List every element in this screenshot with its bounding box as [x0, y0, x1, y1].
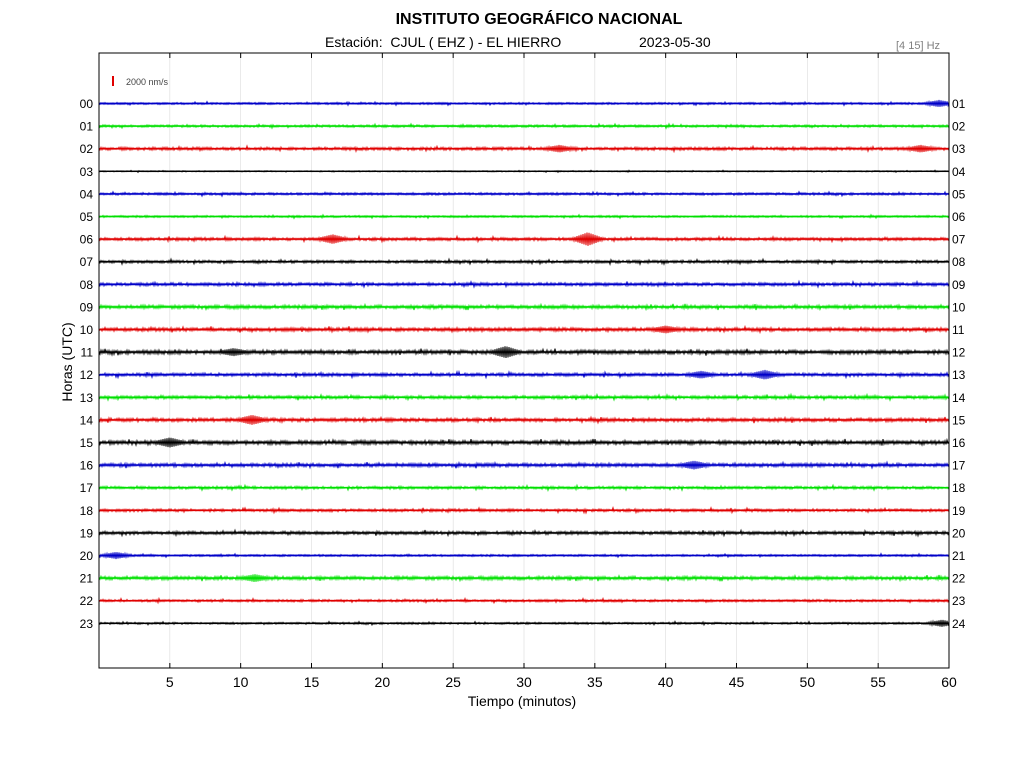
x-tick-label: 55	[870, 674, 886, 690]
hour-label-right: 22	[952, 572, 966, 586]
hour-label-left: 03	[80, 165, 94, 179]
hour-labels: 00 01 01 02 02 03 03 04 04 05 05 06 06 07 07 08 08 09 09 10…	[80, 97, 966, 631]
hour-label-left: 04	[80, 187, 94, 201]
hour-label-left: 06	[80, 233, 94, 247]
hour-label-left: 20	[80, 549, 94, 563]
hour-label-left: 09	[80, 300, 94, 314]
filter-band: [4 15] Hz	[896, 40, 941, 52]
hour-label-left: 12	[80, 368, 94, 382]
hour-label-right: 20	[952, 526, 966, 540]
x-tick-label: 40	[658, 674, 674, 690]
y-axis-label: Horas (UTC)	[59, 322, 75, 401]
scale-bar	[112, 76, 114, 86]
hour-label-right: 23	[952, 594, 966, 608]
x-tick-label: 25	[445, 674, 461, 690]
hour-label-right: 12	[952, 346, 966, 360]
x-tick-label: 20	[375, 674, 391, 690]
traces	[98, 99, 950, 627]
x-tick-label: 45	[729, 674, 745, 690]
x-tick-label: 15	[304, 674, 320, 690]
hour-label-right: 04	[952, 165, 966, 179]
hour-label-right: 05	[952, 187, 966, 201]
hour-label-left: 01	[80, 120, 94, 134]
hour-label-right: 17	[952, 459, 966, 473]
hour-label-right: 08	[952, 255, 966, 269]
hour-label-left: 16	[80, 459, 94, 473]
hour-label-right: 21	[952, 549, 966, 563]
hour-label-left: 18	[80, 504, 94, 518]
hour-label-right: 07	[952, 233, 966, 247]
hour-label-right: 13	[952, 368, 966, 382]
x-tick-label: 30	[516, 674, 532, 690]
trace-hour-11	[98, 346, 950, 359]
x-tick-label: 35	[587, 674, 603, 690]
gridlines	[169, 53, 879, 668]
hour-label-right: 11	[952, 323, 965, 337]
hour-label-left: 17	[80, 481, 94, 495]
hour-label-left: 02	[80, 142, 94, 156]
hour-label-right: 24	[952, 617, 966, 631]
station-info: Estación: CJUL ( EHZ ) - EL HIERRO	[325, 34, 562, 50]
x-tick-label: 5	[166, 674, 174, 690]
amplitude-scale: 2000 nm/s	[112, 76, 169, 87]
hour-label-right: 16	[952, 436, 966, 450]
chart-title: INSTITUTO GEOGRÁFICO NACIONAL	[395, 11, 683, 28]
hour-label-right: 01	[952, 97, 966, 111]
hour-label-left: 19	[80, 526, 94, 540]
x-tick-label: 10	[233, 674, 249, 690]
scale-label: 2000 nm/s	[126, 77, 169, 87]
hour-label-right: 06	[952, 210, 966, 224]
hour-label-left: 15	[80, 436, 94, 450]
record-date: 2023-05-30	[639, 34, 711, 50]
hour-label-right: 18	[952, 481, 966, 495]
x-ticks: 5 10 15 20 25 30 35 40 45 50 55 60	[166, 53, 957, 690]
hour-label-right: 10	[952, 300, 966, 314]
x-axis-label: Tiempo (minutos)	[468, 693, 576, 709]
hour-label-left: 11	[81, 346, 94, 360]
hour-label-left: 21	[80, 572, 94, 586]
hour-label-left: 08	[80, 278, 94, 292]
hour-label-left: 13	[80, 391, 94, 405]
hour-label-right: 02	[952, 120, 966, 134]
x-tick-label: 50	[800, 674, 816, 690]
hour-label-right: 19	[952, 504, 966, 518]
hour-label-right: 09	[952, 278, 966, 292]
hour-label-right: 14	[952, 391, 966, 405]
hour-label-left: 10	[80, 323, 94, 337]
hour-label-left: 22	[80, 594, 94, 608]
hour-label-right: 03	[952, 142, 966, 156]
hour-label-left: 00	[80, 97, 94, 111]
hour-label-left: 14	[80, 413, 94, 427]
hour-label-left: 05	[80, 210, 94, 224]
hour-label-left: 23	[80, 617, 94, 631]
x-tick-label: 60	[941, 674, 957, 690]
hour-label-right: 15	[952, 413, 966, 427]
hour-label-left: 07	[80, 255, 94, 269]
